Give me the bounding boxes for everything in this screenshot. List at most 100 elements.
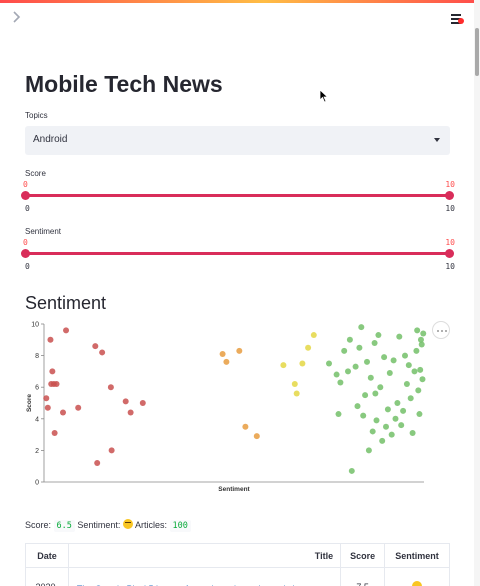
sentiment-slider[interactable]: 0 10 0 10 [21,238,455,282]
smiling-face-icon [412,580,423,586]
score-slider-high-thumb[interactable] [445,191,454,200]
scatter-point [384,406,391,413]
sentiment-slider-label: Sentiment [25,227,62,236]
scatter-point [364,358,370,365]
sentiment-slider-low-thumb[interactable] [21,249,30,258]
scatter-point [108,447,115,454]
x-axis-label: Sentiment [218,486,250,493]
scatter-point [236,347,243,354]
sentiment-slider-min-tick: 0 [25,262,30,271]
header-date[interactable]: Date [25,543,69,568]
scatter-point [419,376,426,383]
scatter-point [337,379,344,386]
sentiment-scatter-chart: 0 2 4 6 8 10 Sentiment Score [26,322,427,493]
scatter-point [413,347,420,354]
scatter-point [280,362,287,369]
scatter-point [94,460,101,467]
score-slider[interactable]: 0 10 0 10 [21,180,455,224]
scatter-point [341,347,348,354]
scatter-point [333,371,340,378]
y-tick-label: 0 [35,480,39,487]
grinning-face-icon [122,519,133,529]
page-title: Mobile Tech News [25,71,223,97]
y-tick-label: 4 [35,416,39,423]
scatter-point [107,384,114,391]
sentiment-slider-high-thumb[interactable] [445,249,454,258]
header-score[interactable]: Score [340,543,386,568]
scatter-point [367,374,374,381]
topics-select[interactable]: Android [25,126,450,155]
table-row: 2020- The Google Pixel 5 is a no-fuss, c… [25,567,450,586]
score-slider-min-tick: 0 [25,204,30,213]
scatter-point [377,384,384,391]
scatter-point [293,390,300,397]
scatter-point [139,400,146,406]
scatter-point [51,430,58,437]
topics-selected-value: Android [33,134,68,145]
scatter-point [375,332,382,339]
scatter-point [43,395,50,402]
sentiment-slider-max-tick: 10 [445,262,455,271]
scatter-point [373,417,380,424]
scatter-point [394,400,401,406]
scatter-point [388,431,395,438]
row-score: 7.5 [340,567,386,586]
scatter-point [358,324,365,331]
articles-summary-value: 100 [169,520,191,532]
scatter-point [44,404,51,411]
y-tick-label: 8 [35,353,39,360]
scatter-point [415,387,422,394]
row-title-link[interactable]: The Google Pixel 5 is a no-fuss, champio… [67,567,342,586]
scatter-point [416,411,423,418]
scatter-point [253,433,260,440]
notification-dot [458,18,464,24]
header-title[interactable]: Title [67,543,342,568]
scatter-point [371,339,378,346]
scatter-point [383,423,389,430]
chart-menu-button[interactable] [432,321,450,339]
scatter-point [291,381,298,388]
articles-summary-label: Articles: [134,520,167,530]
scatter-point [219,351,226,358]
scatter-point [411,368,418,375]
scatter-point [409,430,416,437]
scatter-point [369,428,376,435]
chevron-right-icon[interactable] [10,10,24,24]
sentiment-slider-track[interactable] [25,252,450,255]
scatter-point [400,407,407,414]
summary-line: Score: 6.5 Sentiment: Articles: 100 [25,519,191,532]
row-date: 2020- [25,567,69,586]
scatter-point [390,357,397,364]
scrollbar-track[interactable] [474,0,480,586]
score-summary-value: 6.5 [53,520,75,532]
scatter-point [127,409,134,416]
scatter-point [53,381,60,388]
scatter-point [92,343,99,350]
sentiment-slider-low-value: 0 [23,238,28,247]
scatter-point [402,352,408,359]
scatter-point [122,398,129,405]
y-tick-label: 2 [35,448,39,455]
score-slider-low-thumb[interactable] [21,191,30,200]
scatter-point [60,409,66,416]
scatter-point [417,366,424,373]
scatter-point [381,354,388,361]
score-slider-max-tick: 10 [445,204,455,213]
row-sentiment [384,567,450,586]
scatter-point [405,362,412,369]
header-sentiment[interactable]: Sentiment [384,543,450,568]
hamburger-menu-icon[interactable] [449,11,465,25]
scrollbar-thumb[interactable] [475,28,479,76]
y-axis-label: Score [26,394,33,412]
sentiment-section-title: Sentiment [25,293,107,313]
scatter-point [346,336,353,343]
score-slider-track[interactable] [25,194,450,197]
scatter-point [392,415,399,422]
sentiment-slider-high-value: 10 [445,238,455,247]
scatter-point [418,341,425,348]
scatter-point [396,333,403,340]
topics-label: Topics [25,111,48,120]
y-tick-label: 10 [31,322,39,329]
scatter-point [63,327,70,334]
scatter-point [299,360,306,367]
